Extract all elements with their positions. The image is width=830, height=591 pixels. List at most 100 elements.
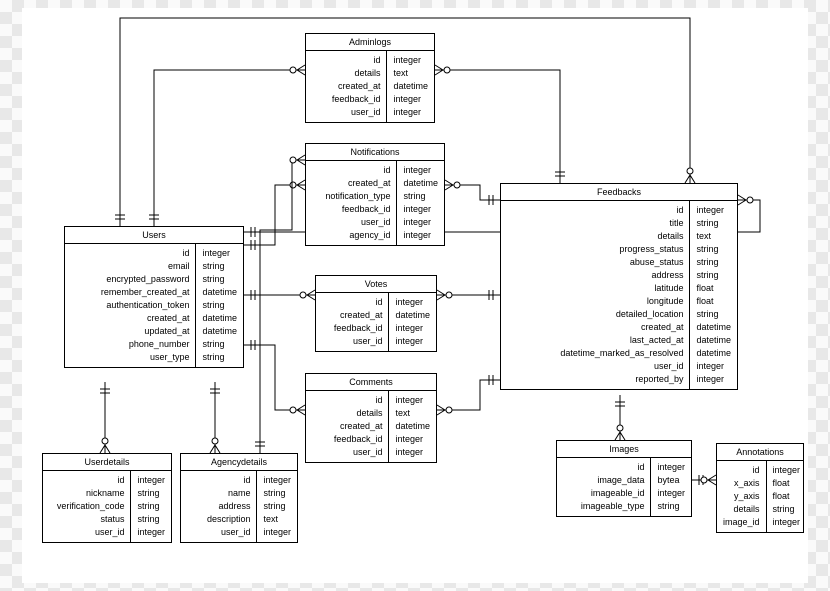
entity-annotations: Annotationsidx_axisy_axisdetailsimage_id… [716, 443, 804, 533]
field: details [723, 503, 760, 516]
field: description [187, 513, 250, 526]
field: last_acted_at [507, 334, 683, 347]
field: email [71, 260, 189, 273]
fields-col: idx_axisy_axisdetailsimage_id [717, 461, 767, 532]
field: created_at [312, 177, 390, 190]
entity-feedbacks: Feedbacksidtitledetailsprogress_statusab… [500, 183, 738, 390]
type: integer [202, 247, 237, 260]
type: string [202, 260, 237, 273]
field: notification_type [312, 190, 390, 203]
type: bytea [657, 474, 685, 487]
type: integer [403, 203, 438, 216]
field: verification_code [49, 500, 124, 513]
entity-adminlogs: Adminlogsiddetailscreated_atfeedback_idu… [305, 33, 435, 123]
type: text [393, 67, 428, 80]
type: text [696, 230, 731, 243]
field: details [312, 67, 380, 80]
type: string [137, 487, 165, 500]
fields-col: idcreated_atnotification_typefeedback_id… [306, 161, 397, 245]
field: created_at [312, 80, 380, 93]
fields-col: idnicknameverification_codestatususer_id [43, 471, 131, 542]
type: string [202, 299, 237, 312]
entity-title: Comments [306, 374, 436, 391]
type: integer [403, 164, 438, 177]
type: integer [773, 464, 801, 477]
fields-col: idcreated_atfeedback_iduser_id [316, 293, 389, 351]
type: datetime [202, 325, 237, 338]
type: string [202, 351, 237, 364]
fields-col: idtitledetailsprogress_statusabuse_statu… [501, 201, 690, 389]
type: datetime [696, 321, 731, 334]
field: longitude [507, 295, 683, 308]
type: integer [263, 526, 291, 539]
types-col: integerdatetimestringintegerintegerinteg… [397, 161, 444, 245]
type: float [773, 490, 801, 503]
field: user_id [49, 526, 124, 539]
field: reported_by [507, 373, 683, 386]
field: address [507, 269, 683, 282]
field: id [322, 296, 382, 309]
field: x_axis [723, 477, 760, 490]
type: integer [696, 373, 731, 386]
type: text [395, 407, 430, 420]
entity-title: Notifications [306, 144, 444, 161]
entity-title: Votes [316, 276, 436, 293]
fields-col: idimage_dataimageable_idimageable_type [557, 458, 651, 516]
entity-title: Users [65, 227, 243, 244]
field: nickname [49, 487, 124, 500]
field: detailed_location [507, 308, 683, 321]
field: user_id [312, 216, 390, 229]
entity-comments: Commentsiddetailscreated_atfeedback_idus… [305, 373, 437, 463]
field: user_id [312, 446, 382, 459]
entity-notifications: Notificationsidcreated_atnotification_ty… [305, 143, 445, 246]
type: datetime [395, 309, 430, 322]
type: datetime [696, 347, 731, 360]
type: integer [137, 474, 165, 487]
type: integer [395, 335, 430, 348]
field: progress_status [507, 243, 683, 256]
type: datetime [393, 80, 428, 93]
entity-userdetails: Userdetailsidnicknameverification_codest… [42, 453, 172, 543]
field: id [312, 164, 390, 177]
field: name [187, 487, 250, 500]
field: id [312, 394, 382, 407]
type: datetime [403, 177, 438, 190]
types-col: integerstringstringstringinteger [131, 471, 171, 542]
type: string [696, 308, 731, 321]
field: id [563, 461, 644, 474]
field: encrypted_password [71, 273, 189, 286]
type: integer [696, 204, 731, 217]
field: feedback_id [312, 93, 380, 106]
field: status [49, 513, 124, 526]
field: id [71, 247, 189, 260]
field: address [187, 500, 250, 513]
entity-title: Feedbacks [501, 184, 737, 201]
type: string [696, 243, 731, 256]
fields-col: iddetailscreated_atfeedback_iduser_id [306, 51, 387, 122]
types-col: integerfloatfloatstringinteger [767, 461, 807, 532]
type: integer [395, 446, 430, 459]
field: created_at [507, 321, 683, 334]
field: feedback_id [322, 322, 382, 335]
type: string [696, 217, 731, 230]
type: integer [403, 216, 438, 229]
field: feedback_id [312, 203, 390, 216]
field: id [49, 474, 124, 487]
field: image_id [723, 516, 760, 529]
field: authentication_token [71, 299, 189, 312]
types-col: integerbyteaintegerstring [651, 458, 691, 516]
type: integer [395, 433, 430, 446]
type: integer [393, 106, 428, 119]
type: integer [263, 474, 291, 487]
fields-col: iddetailscreated_atfeedback_iduser_id [306, 391, 389, 462]
entity-title: Userdetails [43, 454, 171, 471]
type: integer [393, 54, 428, 67]
type: datetime [202, 312, 237, 325]
type: integer [137, 526, 165, 539]
type: integer [657, 461, 685, 474]
field: id [312, 54, 380, 67]
type: integer [773, 516, 801, 529]
fields-col: idnameaddressdescriptionuser_id [181, 471, 257, 542]
type: text [263, 513, 291, 526]
types-col: integerstringstringdatetimestringdatetim… [196, 244, 243, 367]
